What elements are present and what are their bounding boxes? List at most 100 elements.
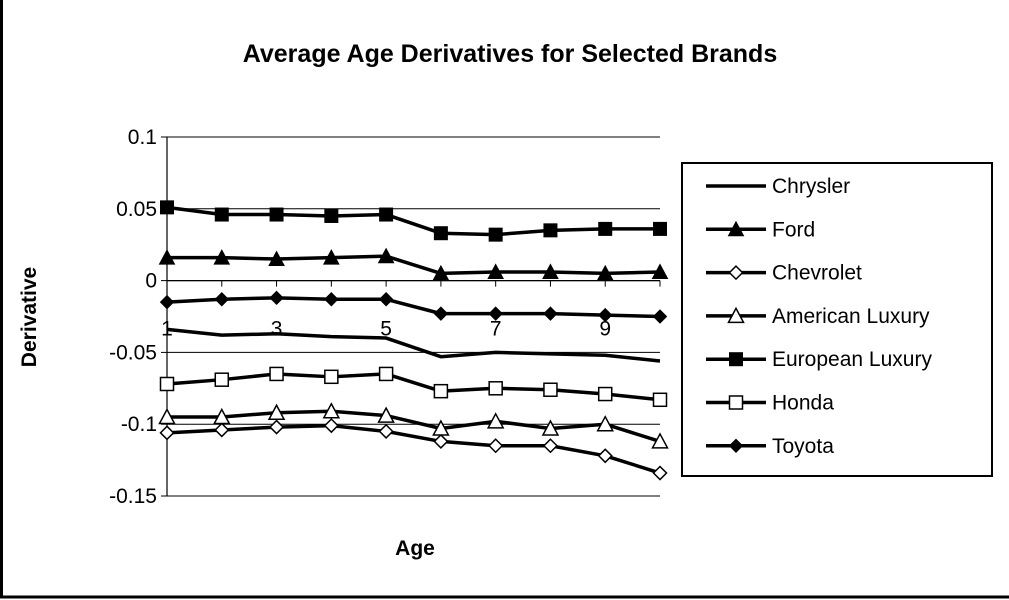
gridlines (167, 136, 660, 497)
legend-label: Chrysler (772, 175, 850, 198)
data-point-toyota (324, 292, 339, 307)
y-axis-title: Derivative (18, 267, 41, 367)
legend-item-american-luxury: American Luxury (706, 305, 930, 328)
series-line-european-luxury (166, 205, 660, 237)
legend-label: Honda (772, 392, 834, 415)
series-line-ford (167, 254, 661, 276)
legend: Chrysler Ford Chevrolet American Luxury Euro… (681, 162, 993, 477)
series-line-american-luxury (167, 409, 661, 444)
data-point-american-luxury (486, 412, 505, 429)
data-point-honda (324, 369, 339, 385)
y-tick-label: 0.1 (128, 126, 157, 149)
y-tick-label: -0.05 (109, 341, 157, 364)
series-line-honda (166, 372, 661, 402)
legend-label: European Luxury (772, 348, 932, 371)
y-tick-label: 0.05 (116, 198, 157, 221)
legend-label: Ford (772, 218, 815, 241)
data-point-toyota (214, 292, 229, 307)
data-point-american-luxury (651, 432, 669, 449)
legend-item-ford: Ford (706, 218, 815, 241)
series-line-toyota (166, 296, 661, 319)
legend-swatch-marker (728, 438, 744, 454)
y-tick-label: -0.15 (109, 485, 157, 508)
data-point-honda (488, 381, 503, 396)
data-point-honda (433, 383, 449, 399)
data-point-toyota (543, 306, 558, 321)
x-tick-label: 7 (490, 318, 502, 341)
data-point-american-luxury (158, 407, 176, 425)
legend-item-chrysler: Chrysler (706, 175, 850, 198)
data-point-ford (432, 264, 450, 281)
legend-swatch-marker (727, 306, 745, 324)
x-tick-label: 9 (599, 318, 611, 341)
data-point-european-luxury (433, 226, 448, 241)
legend-label: Toyota (772, 435, 834, 458)
data-point-honda (159, 376, 175, 392)
series-line-chrysler (166, 327, 661, 363)
data-point-chevrolet (214, 422, 230, 438)
legend-item-honda: Honda (706, 392, 834, 415)
data-point-honda (214, 372, 230, 387)
series-group (158, 200, 669, 481)
x-tick-label: 3 (271, 318, 283, 341)
data-point-american-luxury (432, 419, 450, 436)
legend-item-chevrolet: Chevrolet (706, 262, 862, 285)
data-point-toyota (378, 292, 394, 307)
data-point-honda (597, 386, 613, 402)
legend-swatch-marker (729, 352, 743, 367)
y-tick-labels: 0.1 0.05 0 -0.05 -0.1 -0.15 (109, 126, 157, 508)
data-point-chevrolet (323, 418, 339, 434)
series-chrysler (166, 327, 661, 363)
data-point-american-luxury (213, 407, 231, 425)
series-chevrolet (159, 418, 668, 481)
data-point-chevrolet (542, 438, 559, 454)
data-point-chevrolet (488, 438, 504, 454)
x-tick-labels: 1 3 5 7 9 (161, 318, 611, 341)
data-point-toyota (652, 309, 668, 324)
data-point-chevrolet (378, 423, 394, 439)
data-point-ford (651, 263, 669, 279)
data-point-american-luxury (377, 406, 395, 423)
data-point-chevrolet (652, 465, 668, 481)
chart-title: Average Age Derivatives for Selected Bra… (243, 40, 778, 68)
data-point-ford (542, 263, 559, 279)
data-point-toyota (433, 306, 449, 321)
data-point-european-luxury (160, 200, 174, 215)
data-point-toyota (159, 294, 175, 310)
data-point-chevrolet (268, 419, 285, 435)
legend-swatch-marker (728, 395, 744, 410)
data-point-american-luxury (322, 402, 341, 419)
data-point-american-luxury (267, 403, 286, 420)
data-point-european-luxury (324, 208, 339, 223)
series-european-luxury (160, 200, 667, 242)
legend-label: American Luxury (772, 305, 930, 328)
data-point-chevrolet (433, 433, 449, 449)
legend-item-toyota: Toyota (706, 435, 834, 458)
series-line-chevrolet (166, 423, 661, 475)
data-point-european-luxury (598, 221, 613, 236)
data-point-ford (322, 249, 340, 265)
series-toyota (159, 290, 668, 324)
x-axis-title: Age (395, 537, 435, 560)
y-tick-label: 0 (145, 270, 157, 293)
data-point-european-luxury (543, 223, 558, 238)
data-point-european-luxury (379, 207, 394, 222)
legend-swatch-marker (728, 265, 744, 281)
data-point-european-luxury (488, 227, 503, 242)
legend-item-european-luxury: European Luxury (706, 348, 932, 371)
data-point-ford (268, 250, 285, 267)
data-point-toyota (269, 290, 284, 306)
data-point-ford (377, 247, 395, 264)
series-ford (158, 247, 669, 281)
data-point-honda (378, 366, 394, 382)
data-point-ford (213, 249, 231, 265)
data-point-european-luxury (214, 207, 229, 222)
data-point-american-luxury (596, 415, 614, 432)
data-point-ford (158, 249, 176, 265)
data-point-chevrolet (159, 425, 175, 441)
series-american-luxury (158, 402, 669, 449)
x-tick-label: 5 (380, 318, 392, 341)
series-honda (159, 366, 668, 408)
